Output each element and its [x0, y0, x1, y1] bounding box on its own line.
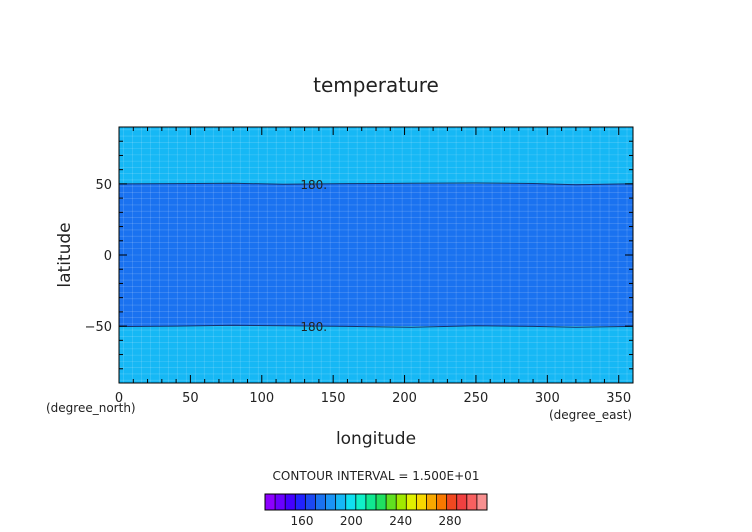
x-axis-unit: (degree_east)	[549, 408, 632, 422]
x-tick-label: 250	[464, 391, 489, 406]
colorbar-tick-label: 200	[340, 514, 363, 528]
colorbar-swatch	[396, 494, 407, 510]
x-tick-label: 300	[535, 391, 560, 406]
colorbar-swatch	[436, 494, 447, 510]
temperature-band-1	[119, 183, 633, 327]
colorbar-swatch	[305, 494, 316, 510]
colorbar-frame	[264, 493, 488, 511]
y-axis-label: latitude	[55, 222, 75, 287]
x-axis-label: longitude	[336, 429, 416, 449]
colorbar-swatch	[265, 494, 276, 510]
colorbar-swatch	[335, 494, 346, 510]
x-tick-label: 350	[606, 391, 631, 406]
colorbar-swatch	[365, 494, 376, 510]
plot-area: 180. 180. 0 50 100 150 200 250 300 350 −50 0 50	[85, 126, 634, 406]
colorbar-swatch	[466, 494, 477, 510]
colorbar-swatch	[446, 494, 457, 510]
colorbar-swatch	[456, 494, 467, 510]
x-tick-label: 0	[115, 391, 123, 406]
colorbar-swatch	[476, 494, 487, 510]
colorbar-swatch	[386, 494, 397, 510]
x-tick-label: 50	[182, 391, 199, 406]
colorbar-swatch	[295, 494, 306, 510]
temperature-band-2	[119, 326, 633, 383]
y-axis-unit: (degree_north)	[46, 401, 136, 415]
contour-label-1: 180.	[300, 320, 327, 334]
colorbar-swatch	[376, 494, 387, 510]
contour-line-1	[118, 324, 634, 328]
x-tick-label: 100	[249, 391, 274, 406]
y-tick-label: 50	[95, 178, 112, 193]
x-tick-label: 200	[392, 391, 417, 406]
colorbar-tick-label: 280	[439, 514, 462, 528]
colorbar-swatch	[315, 494, 326, 510]
x-tick-label: 150	[321, 391, 346, 406]
colorbar-swatch	[406, 494, 417, 510]
colorbar-swatch	[325, 494, 336, 510]
colorbar-tick-label: 240	[389, 514, 412, 528]
colorbar-swatch	[275, 494, 286, 510]
y-tick-label: 0	[104, 249, 112, 264]
contour-interval-text: CONTOUR INTERVAL = 1.500E+01	[273, 469, 480, 483]
temperature-band-0	[119, 127, 633, 184]
colorbar: 160 200 240 280	[264, 493, 488, 528]
colorbar-swatch	[416, 494, 427, 510]
colorbar-swatch	[426, 494, 437, 510]
colorbar-tick-label: 160	[291, 514, 314, 528]
colorbar-swatch	[345, 494, 356, 510]
colorbar-swatch	[285, 494, 296, 510]
contour-label-0: 180.	[300, 178, 327, 192]
colorbar-swatch	[355, 494, 366, 510]
contour-line-0	[118, 182, 634, 186]
y-tick-label: −50	[85, 320, 112, 335]
chart-title: temperature	[313, 73, 439, 97]
